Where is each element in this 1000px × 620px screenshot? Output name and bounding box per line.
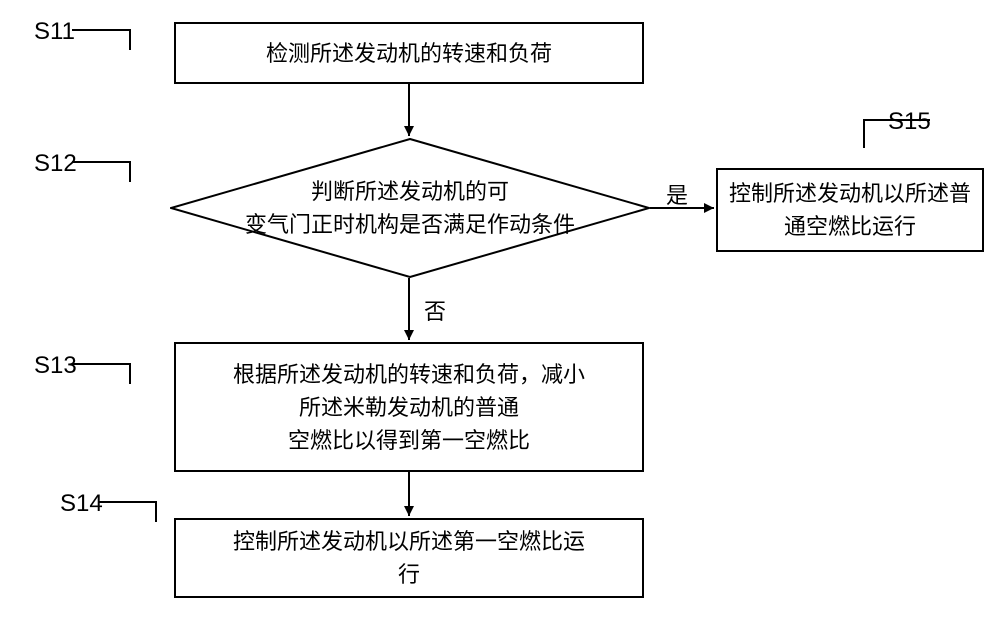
node-s15-text: 控制所述发动机以所述普 通空燃比运行 xyxy=(729,177,971,243)
edge-label-yes: 是 xyxy=(666,178,688,210)
label-s13: S13 xyxy=(34,352,77,380)
node-s11-text: 检测所述发动机的转速和负荷 xyxy=(266,37,552,70)
node-s14-text: 控制所述发动机以所述第一空燃比运 行 xyxy=(233,525,585,591)
label-s12: S12 xyxy=(34,150,77,178)
node-s11: 检测所述发动机的转速和负荷 xyxy=(174,22,644,84)
node-s12-text: 判断所述发动机的可 变气门正时机构是否满足作动条件 xyxy=(245,175,575,241)
node-s12: 判断所述发动机的可 变气门正时机构是否满足作动条件 xyxy=(170,138,650,278)
flowchart-canvas: S11 检测所述发动机的转速和负荷 S12 判断所述发动机的可 变气门正时机构是… xyxy=(0,0,1000,620)
node-s15: 控制所述发动机以所述普 通空燃比运行 xyxy=(716,168,984,252)
label-s11: S11 xyxy=(34,18,75,46)
edge-label-no: 否 xyxy=(424,294,446,326)
label-s15: S15 xyxy=(888,108,931,136)
node-s14: 控制所述发动机以所述第一空燃比运 行 xyxy=(174,518,644,598)
node-s13-text: 根据所述发动机的转速和负荷，减小 所述米勒发动机的普通 空燃比以得到第一空燃比 xyxy=(233,358,585,457)
label-s14: S14 xyxy=(60,490,103,518)
node-s13: 根据所述发动机的转速和负荷，减小 所述米勒发动机的普通 空燃比以得到第一空燃比 xyxy=(174,342,644,472)
